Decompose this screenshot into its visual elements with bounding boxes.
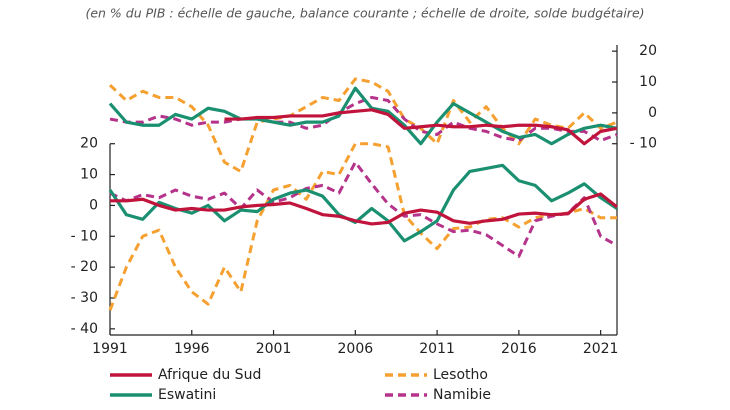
x-tick-label: 2001 (256, 341, 292, 357)
x-tick-label: 1996 (174, 341, 210, 357)
series-line (109, 160, 618, 258)
legend-label: Eswatini (158, 387, 216, 403)
series-line (108, 142, 617, 311)
series-line (224, 108, 618, 146)
series-line (110, 192, 618, 226)
y-tick-label: 20 (80, 136, 98, 152)
x-tick-label: 2016 (501, 341, 537, 357)
chart-subtitle: (en % du PIB : échelle de gauche, balanc… (85, 6, 644, 21)
y2-tick-label: 10 (639, 74, 657, 90)
y-tick-label: - 40 (71, 321, 98, 337)
series-line (108, 86, 618, 146)
series-line (108, 77, 618, 173)
y2-tick-label: - 10 (630, 136, 657, 152)
y2-tick-label: 20 (639, 43, 657, 59)
y-tick-label: 10 (80, 167, 98, 183)
legend-label: Afrique du Sud (158, 367, 261, 383)
series-line (108, 163, 618, 243)
y2-tick-label: 0 (648, 105, 657, 121)
x-tick-label: 2021 (583, 341, 619, 357)
y-tick-label: - 30 (71, 290, 98, 306)
legend-label: Namibie (433, 387, 491, 403)
x-tick-label: 2006 (338, 341, 374, 357)
y-tick-label: - 20 (71, 259, 98, 275)
x-tick-label: 2011 (419, 341, 455, 357)
y-tick-label: - 10 (71, 228, 98, 244)
y-tick-label: 0 (89, 197, 98, 213)
legend-label: Lesotho (433, 367, 488, 383)
x-tick-label: 1991 (92, 341, 128, 357)
